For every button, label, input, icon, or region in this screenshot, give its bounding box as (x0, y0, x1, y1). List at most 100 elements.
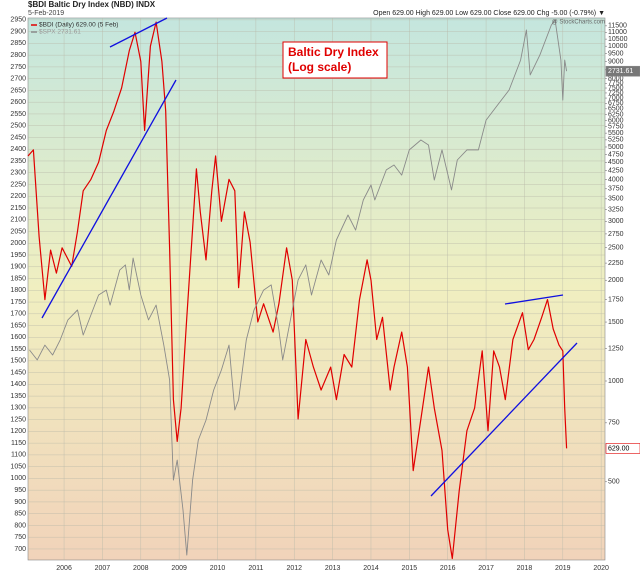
annotation: Baltic Dry Index (Log scale) (282, 41, 388, 79)
y-tick-label: 1350 (10, 393, 26, 400)
series-line (27, 21, 568, 560)
y-tick-label: 1650 (10, 322, 26, 329)
y-tick-label: 1500 (10, 358, 26, 365)
y2-tick-label: 4250 (608, 167, 624, 174)
y2-tick-label: 3000 (608, 218, 624, 225)
y-tick-label: 1800 (10, 287, 26, 294)
trend-line (430, 342, 578, 497)
trend-lines (41, 17, 578, 497)
legend-label: $SPX 2731.61 (39, 29, 81, 36)
legend-label: $BDI (Daily) 629.00 (5 Feb) (39, 22, 118, 29)
trend-line (109, 17, 168, 48)
y-tick-label: 1950 (10, 252, 26, 259)
y2-tick-label: 5500 (608, 130, 624, 137)
y-tick-label: 2500 (10, 123, 26, 130)
y-tick-label: 1900 (10, 264, 26, 271)
y-tick-label: 2900 (10, 28, 26, 35)
y2-tick-label: 11000 (608, 29, 627, 36)
x-tick-label: 2014 (363, 565, 379, 572)
y2-tick-label: 5000 (608, 144, 624, 151)
series-line (29, 19, 568, 556)
y-tick-label: 1850 (10, 275, 26, 282)
y2-tick-label: 6500 (608, 106, 624, 113)
x-tick-label: 2010 (210, 565, 226, 572)
x-tick-label: 2015 (402, 565, 418, 572)
y-tick-label: 2250 (10, 181, 26, 188)
y2-tick-label: 750 (608, 420, 620, 427)
y2-tick-label: 3750 (608, 186, 624, 193)
y-tick-label: 2300 (10, 170, 26, 177)
y2-tick-label: 4750 (608, 151, 624, 158)
y2-tick-label: 9000 (608, 58, 624, 65)
chart-date: 5-Feb-2019 (28, 10, 64, 17)
chart-title: $BDI Baltic Dry Index (NBD) INDX (28, 0, 156, 9)
y2-tick-label: 1750 (608, 296, 624, 303)
y-tick-label: 2650 (10, 87, 26, 94)
y2-tick-label: 11500 (608, 23, 627, 30)
y2-tick-label: 2500 (608, 245, 624, 252)
y-tick-label: 700 (14, 546, 26, 553)
y-tick-label: 2700 (10, 76, 26, 83)
y-tick-label: 2050 (10, 228, 26, 235)
end-label-box (605, 65, 640, 77)
y2-tick-label: 4500 (608, 159, 624, 166)
x-tick-label: 2008 (133, 565, 149, 572)
y2-tick-label: 1000 (608, 378, 624, 385)
y2-tick-label: 10500 (608, 36, 628, 43)
y-tick-label: 900 (14, 499, 26, 506)
x-tick-label: 2009 (171, 565, 187, 572)
y-tick-label: 1600 (10, 334, 26, 341)
end-label: 629.00 (608, 445, 630, 452)
y2-tick-label: 7750 (608, 80, 624, 87)
y-tick-label: 2750 (10, 64, 26, 71)
y-tick-label: 2000 (10, 240, 26, 247)
y2-tick-label: 9500 (608, 50, 624, 57)
plot-area (27, 17, 606, 561)
y2-tick-label: 2750 (608, 231, 624, 238)
x-tick-label: 2017 (478, 565, 494, 572)
y-tick-label: 1050 (10, 463, 26, 470)
y-tick-label: 1400 (10, 381, 26, 388)
y-tick-label: 1100 (11, 452, 26, 459)
x-tick-label: 2011 (248, 565, 263, 572)
y-tick-label: 1000 (10, 475, 26, 482)
y-tick-label: 2800 (10, 52, 26, 59)
y-tick-label: 2850 (10, 40, 26, 47)
y-tick-label: 2950 (10, 17, 26, 24)
end-label: 2731.61 (608, 68, 633, 75)
end-label-box (605, 443, 640, 454)
y-tick-label: 1750 (10, 299, 26, 306)
y-tick-label: 1300 (10, 405, 26, 412)
y2-tick-label: 8000 (608, 75, 624, 82)
y-tick-label: 2450 (10, 134, 26, 141)
x-tick-label: 2007 (95, 565, 111, 572)
y-tick-label: 750 (14, 534, 26, 541)
y2-tick-label: 10000 (608, 43, 628, 50)
y2-tick-label: 7000 (608, 95, 624, 102)
y-tick-label: 800 (14, 522, 26, 529)
x-tick-label: 2019 (555, 565, 571, 572)
y2-tick-label: 1250 (608, 345, 624, 352)
x-tick-label: 2020 (593, 565, 609, 572)
y2-tick-label: 5750 (608, 124, 624, 131)
y2-tick-label: 4000 (608, 176, 624, 183)
legend: $BDI (Daily) 629.00 (5 Feb)$SPX 2731.61 (31, 22, 118, 36)
y-tick-label: 2150 (10, 205, 26, 212)
y-tick-label: 1150 (11, 440, 26, 447)
y2-tick-label: 6250 (608, 111, 624, 118)
y-tick-label: 2350 (10, 158, 26, 165)
annotation-box (282, 41, 388, 79)
lines (27, 19, 568, 560)
credit: @ StockCharts.com (552, 20, 605, 26)
y-tick-label: 2550 (10, 111, 26, 118)
trend-line (41, 79, 177, 319)
y-tick-label: 1450 (10, 369, 26, 376)
y-tick-label: 1550 (10, 346, 26, 353)
y-tick-label: 2200 (10, 193, 26, 200)
y-tick-label: 850 (14, 511, 26, 518)
y2-tick-label: 5250 (608, 137, 624, 144)
y2-tick-label: 6000 (608, 117, 624, 124)
annotation-text: (Log scale) (288, 60, 351, 74)
y-tick-label: 950 (14, 487, 26, 494)
x-tick-label: 2018 (517, 565, 533, 572)
